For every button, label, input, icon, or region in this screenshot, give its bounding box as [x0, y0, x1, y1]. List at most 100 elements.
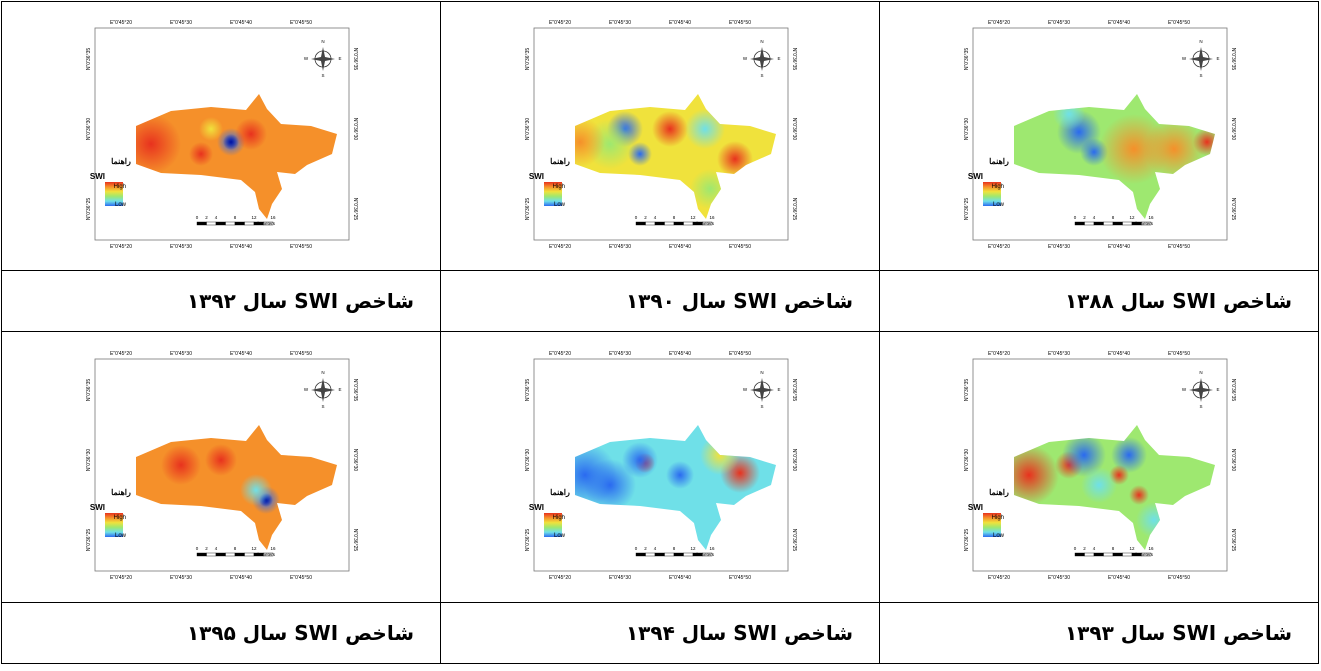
- lon-label: 45°50'0"E: [729, 20, 751, 26]
- scale-segment: [244, 552, 255, 556]
- legend-ramp: [544, 512, 562, 537]
- scale-segment: [215, 552, 226, 556]
- legend-index: SWI: [968, 503, 983, 512]
- legend-low: Low: [554, 533, 566, 539]
- surface-blob: [652, 110, 688, 147]
- lat-label: 36°25'0"N: [1230, 528, 1236, 550]
- lon-label: 45°40'0"E: [669, 244, 691, 250]
- scale-segment: [1074, 552, 1085, 556]
- map-cell: 45°20'0"E 45°20'0"E 45°30'0"E 45°30'0"E 45°4…: [440, 331, 880, 603]
- caption-row: شاخص SWI سال ۱۳۸۸ شاخص SWI سال ۱۳۹۰ شاخص…: [1, 270, 1319, 332]
- scale-segment: [1084, 552, 1095, 556]
- caption: شاخص SWI سال ۱۳۸۸: [879, 270, 1319, 332]
- lon-label: 45°50'0"E: [290, 351, 312, 357]
- scale-tick: 0: [196, 546, 199, 551]
- caption: شاخص SWI سال ۱۳۹۵: [1, 602, 441, 664]
- map: 45°20'0"E 45°20'0"E 45°30'0"E 45°30'0"E 45°4…: [964, 351, 1236, 581]
- scale-segment: [1112, 221, 1123, 225]
- lon-label: 45°20'0"E: [549, 244, 571, 250]
- compass-letter: W: [1182, 387, 1187, 392]
- scale-segment: [683, 221, 694, 225]
- compass-star: [750, 46, 774, 71]
- scale-tick: 16: [270, 215, 276, 220]
- lon-label: 45°30'0"E: [1048, 351, 1070, 357]
- legend-title: راهنما: [550, 488, 570, 498]
- lon-label: 45°40'0"E: [1108, 244, 1130, 250]
- lon-label: 45°20'0"E: [988, 351, 1010, 357]
- compass-letter: E: [777, 56, 780, 61]
- lon-label: 45°20'0"E: [110, 351, 132, 357]
- scale-tick: 8: [1112, 215, 1115, 220]
- legend-title: راهنما: [111, 157, 131, 167]
- legend-title: راهنما: [111, 488, 131, 498]
- map: 45°20'0"E 45°20'0"E 45°30'0"E 45°30'0"E 45°4…: [525, 20, 797, 250]
- scale-tick: 16: [270, 546, 276, 551]
- lon-label: 45°20'0"E: [110, 575, 132, 581]
- lon-label: 45°40'0"E: [1108, 575, 1130, 581]
- compass-star: [311, 46, 335, 71]
- scale-tick: 0: [635, 215, 638, 220]
- surface-blob: [1081, 466, 1117, 503]
- lon-label: 45°40'0"E: [230, 244, 252, 250]
- scale-segment: [1141, 552, 1152, 556]
- legend-index: SWI: [529, 503, 544, 512]
- scale-tick: 4: [215, 215, 218, 220]
- scale-tick: 4: [1093, 546, 1096, 551]
- compass-letter: W: [743, 56, 748, 61]
- lon-label: 45°40'0"E: [669, 575, 691, 581]
- legend-high: High: [114, 515, 126, 521]
- lat-label: 36°35'0"N: [964, 378, 970, 400]
- surface-blob: [199, 116, 223, 141]
- scale-segment: [1093, 221, 1104, 225]
- scale-segment: [1112, 552, 1123, 556]
- scale-segment: [263, 221, 274, 225]
- caption: شاخص SWI سال ۱۳۹۰: [440, 270, 880, 332]
- scale-tick: 8: [234, 215, 237, 220]
- surface-blob: [1111, 436, 1147, 473]
- scale-segment: [206, 552, 217, 556]
- scale-tick: 16: [1148, 546, 1154, 551]
- legend-high: High: [553, 515, 565, 521]
- lon-label: 45°40'0"E: [230, 575, 252, 581]
- lon-label: 45°20'0"E: [110, 244, 132, 250]
- compass-letter: S: [1199, 404, 1202, 409]
- caption: شاخص SWI سال ۱۳۹۲: [1, 270, 441, 332]
- scale-tick: 2: [644, 546, 647, 551]
- lon-label: 45°30'0"E: [170, 351, 192, 357]
- legend-high: High: [992, 515, 1004, 521]
- scale-segment: [702, 552, 713, 556]
- lon-label: 45°50'0"E: [1168, 575, 1190, 581]
- compass-letter: N: [321, 370, 324, 375]
- surface-blob: [1129, 484, 1149, 505]
- compass-letter: E: [338, 56, 341, 61]
- compass-letter: E: [1216, 56, 1219, 61]
- map-cell: 45°20'0"E 45°20'0"E 45°30'0"E 45°30'0"E 45°4…: [1, 1, 441, 271]
- surface-blob: [189, 141, 213, 166]
- lon-label: 45°20'0"E: [549, 351, 571, 357]
- scale-segment: [635, 221, 646, 225]
- legend-high: High: [114, 184, 126, 190]
- scale-unit: Kilometers: [1132, 552, 1154, 557]
- lat-label: 36°25'0"N: [964, 197, 970, 219]
- scale-unit: Kilometers: [1132, 221, 1154, 226]
- scale-tick: 0: [1074, 215, 1077, 220]
- scale-tick: 4: [1093, 215, 1096, 220]
- legend-high: High: [992, 184, 1004, 190]
- lat-label: 36°30'0"N: [525, 117, 531, 139]
- compass-letter: S: [760, 404, 763, 409]
- legend-title: راهنما: [550, 157, 570, 167]
- caption-row: شاخص SWI سال ۱۳۹۳ شاخص SWI سال ۱۳۹۴ شاخص…: [1, 602, 1319, 664]
- compass-star: [1189, 46, 1213, 71]
- scale-segment: [263, 552, 274, 556]
- surface-blob: [136, 113, 181, 174]
- lon-label: 45°30'0"E: [609, 575, 631, 581]
- map-cell: 45°20'0"E 45°20'0"E 45°30'0"E 45°30'0"E 45°4…: [440, 1, 880, 271]
- compass: N E S W: [1182, 39, 1220, 78]
- scale-tick: 16: [1148, 215, 1154, 220]
- surface-blob: [685, 108, 725, 149]
- legend-low: Low: [993, 202, 1005, 208]
- scale-unit: Kilometers: [693, 552, 715, 557]
- lat-label: 36°25'0"N: [352, 197, 358, 219]
- scale-tick: 12: [690, 546, 696, 551]
